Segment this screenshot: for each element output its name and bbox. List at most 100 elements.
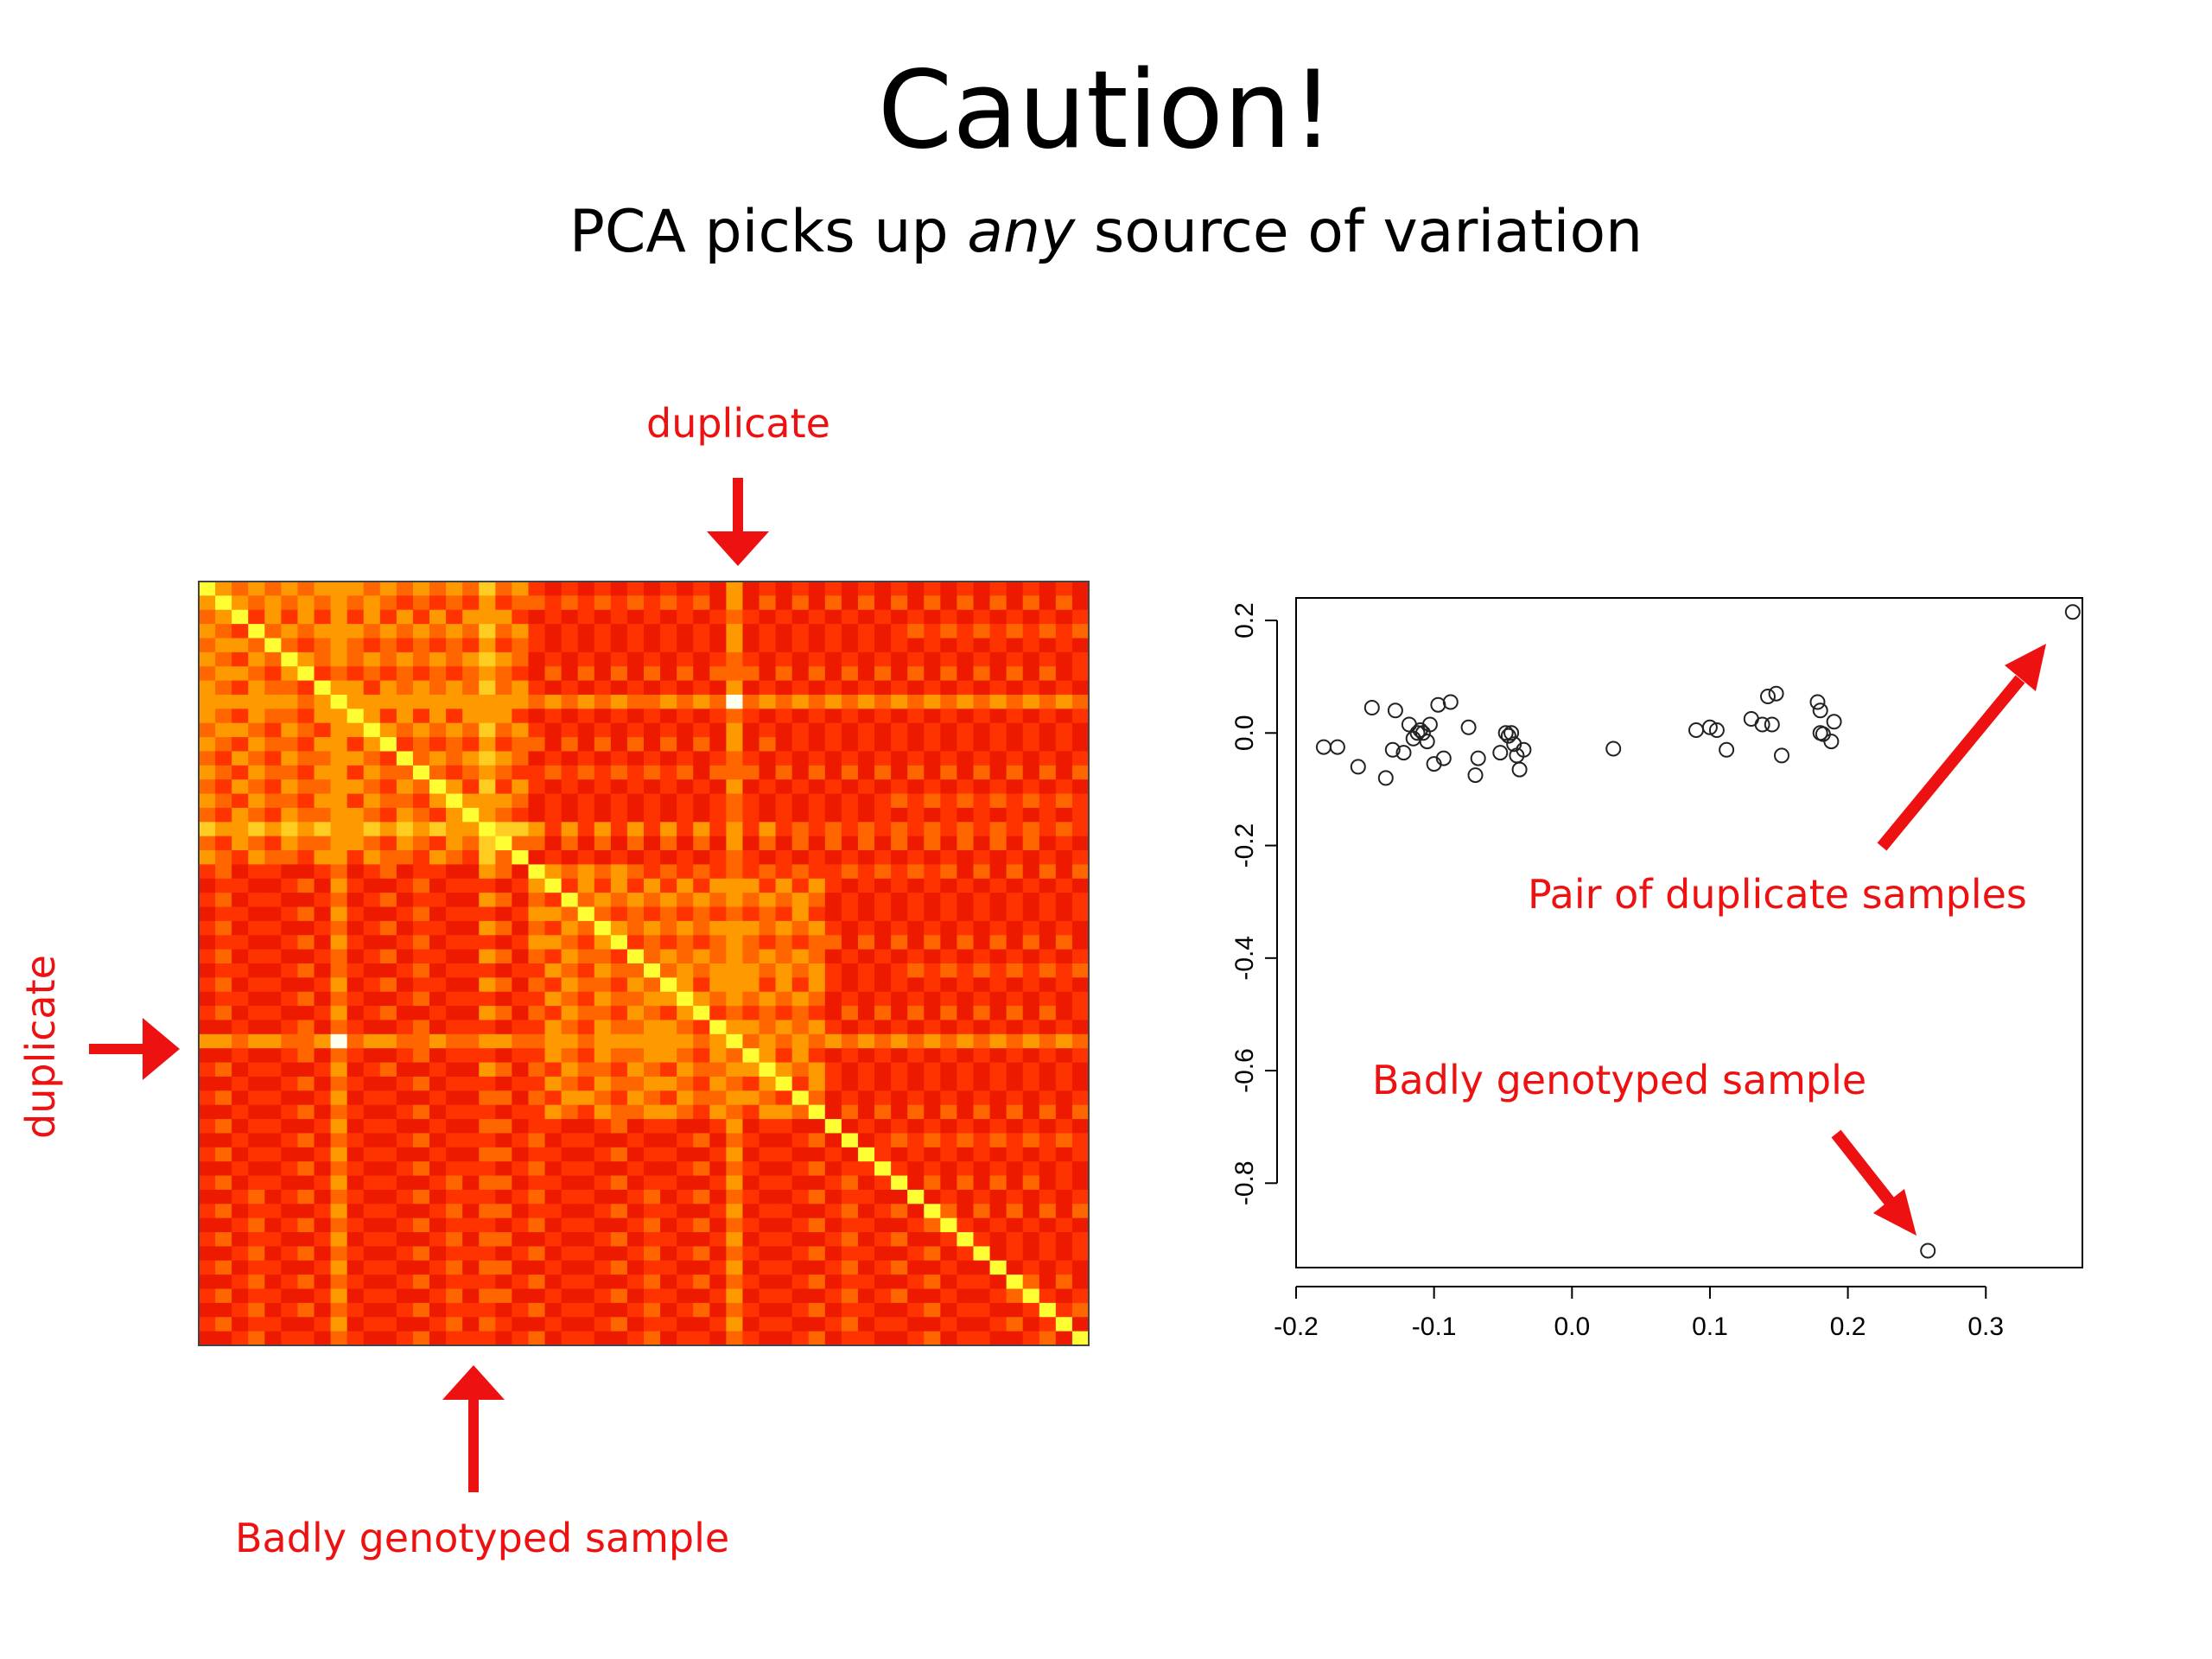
heatmap-cell [857, 850, 875, 866]
heatmap-cell [874, 1076, 892, 1091]
heatmap-cell [973, 963, 991, 978]
heatmap-cell [561, 1076, 579, 1091]
heatmap-cell [396, 765, 414, 780]
heatmap-cell [626, 694, 645, 709]
heatmap-cell [462, 638, 480, 653]
heatmap-cell [808, 893, 826, 908]
heatmap-cell [363, 935, 381, 950]
heatmap-cell [841, 963, 859, 978]
heatmap-cell [544, 807, 563, 823]
heatmap-cell [330, 1020, 348, 1035]
heatmap-cell [1039, 977, 1057, 993]
heatmap-cell [462, 850, 480, 866]
heatmap-cell [248, 906, 265, 922]
heatmap-cell [363, 893, 381, 908]
heatmap-cell [1071, 949, 1090, 964]
heatmap-cell [248, 779, 265, 795]
heatmap-cell [199, 765, 216, 780]
heatmap-cell [891, 722, 908, 738]
heatmap-cell [626, 1104, 645, 1120]
heatmap-cell [479, 977, 496, 993]
heatmap-cell [989, 878, 1007, 893]
heatmap-cell [1071, 836, 1090, 851]
heatmap-cell [429, 864, 447, 880]
heatmap-cell [379, 1090, 397, 1106]
heatmap-cell [429, 694, 447, 709]
heatmap-cell [660, 920, 677, 936]
heatmap-cell [248, 893, 265, 908]
heatmap-cell [891, 1104, 908, 1120]
heatmap-cell [396, 680, 414, 696]
heatmap-cell [973, 1062, 991, 1077]
heatmap-cell [396, 751, 414, 766]
heatmap-cell [742, 737, 760, 753]
heatmap-cell [907, 666, 925, 682]
heatmap-cell [528, 1006, 546, 1021]
heatmap-cell [264, 1020, 282, 1035]
heatmap-cell [495, 963, 512, 978]
heatmap-cell [544, 779, 563, 795]
heatmap-cell [791, 822, 810, 837]
heatmap-cell [297, 1133, 315, 1148]
heatmap-cell [709, 737, 727, 753]
heatmap-cell [232, 991, 249, 1007]
heatmap-cell [857, 935, 875, 950]
heatmap-cell [989, 609, 1007, 625]
heatmap-cell [215, 920, 232, 936]
heatmap-cell [644, 878, 661, 893]
heatmap-cell [824, 722, 842, 738]
heatmap-cell [429, 779, 447, 795]
heatmap-cell [363, 1090, 381, 1106]
heatmap-cell [874, 935, 892, 950]
heatmap-cell [297, 666, 315, 682]
heatmap-cell [248, 694, 265, 709]
heatmap-cell [495, 935, 512, 950]
heatmap-cell [379, 878, 397, 893]
heatmap-cell [215, 1020, 232, 1035]
heatmap-cell [742, 1147, 760, 1162]
heatmap-cell [610, 920, 628, 936]
heatmap-cell [874, 793, 892, 809]
heatmap-cell [726, 1104, 744, 1120]
heatmap-cell [528, 582, 546, 596]
heatmap-cell [396, 1119, 414, 1135]
heatmap-cell [1022, 864, 1040, 880]
heatmap-cell [330, 722, 348, 738]
heatmap-cell [297, 595, 315, 611]
heatmap-cell [693, 807, 710, 823]
heatmap-cell [446, 991, 463, 1007]
heatmap-cell [363, 1147, 381, 1162]
heatmap-cell [215, 1048, 232, 1064]
heatmap-cell [462, 1020, 480, 1035]
heatmap-cell [1071, 864, 1090, 880]
heatmap-cell [594, 878, 612, 893]
heatmap-cell [297, 893, 315, 908]
heatmap-cell [660, 737, 677, 753]
heatmap-cell [759, 1020, 777, 1035]
heatmap-cell [742, 963, 760, 978]
heatmap-cell [924, 1133, 941, 1148]
heatmap-cell [742, 1076, 760, 1091]
heatmap-cell [462, 878, 480, 893]
heatmap-cell [479, 624, 496, 639]
heatmap-cell [1022, 1090, 1040, 1106]
heatmap-cell [957, 779, 975, 795]
heatmap-cell [346, 737, 365, 753]
heatmap-cell [1039, 1119, 1057, 1135]
heatmap-cell [215, 807, 232, 823]
heatmap-cell [281, 977, 299, 993]
heatmap-cell [874, 991, 892, 1007]
heatmap-cell [495, 977, 512, 993]
heatmap-cell [726, 638, 744, 653]
heatmap-cell [759, 822, 777, 837]
heatmap-cell [742, 609, 760, 625]
heatmap-cell [660, 1104, 677, 1120]
heatmap-cell [973, 638, 991, 653]
heatmap-cell [791, 963, 810, 978]
heatmap-cell [232, 1161, 249, 1177]
heatmap-cell [791, 906, 810, 922]
heatmap-cell [215, 878, 232, 893]
heatmap-cell [775, 963, 793, 978]
heatmap-cell [577, 722, 595, 738]
heatmap-cell [808, 963, 826, 978]
